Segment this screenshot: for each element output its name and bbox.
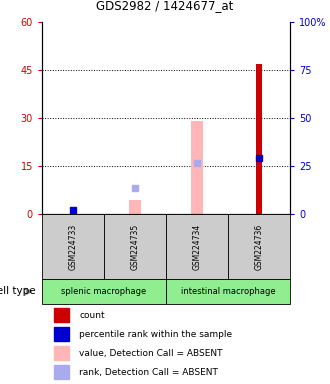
Bar xyxy=(42,279,166,304)
Text: cell type: cell type xyxy=(0,286,35,296)
Text: percentile rank within the sample: percentile rank within the sample xyxy=(79,329,232,339)
Text: GSM224733: GSM224733 xyxy=(69,223,78,270)
Bar xyxy=(54,308,69,322)
Text: value, Detection Call = ABSENT: value, Detection Call = ABSENT xyxy=(79,349,223,358)
Bar xyxy=(54,346,69,360)
Bar xyxy=(104,214,166,279)
Bar xyxy=(256,64,262,214)
Bar xyxy=(228,214,290,279)
Bar xyxy=(191,121,203,214)
Text: GSM224735: GSM224735 xyxy=(130,223,140,270)
Text: GDS2982 / 1424677_at: GDS2982 / 1424677_at xyxy=(96,0,234,12)
Bar xyxy=(54,365,69,379)
Text: GSM224736: GSM224736 xyxy=(254,223,263,270)
Text: count: count xyxy=(79,311,105,319)
Text: intestinal macrophage: intestinal macrophage xyxy=(181,287,275,296)
Bar xyxy=(166,279,290,304)
Bar xyxy=(42,214,104,279)
Bar xyxy=(166,214,228,279)
Bar xyxy=(54,327,69,341)
Text: rank, Detection Call = ABSENT: rank, Detection Call = ABSENT xyxy=(79,367,218,377)
Text: splenic macrophage: splenic macrophage xyxy=(61,287,147,296)
Bar xyxy=(129,200,141,214)
Text: GSM224734: GSM224734 xyxy=(192,223,202,270)
